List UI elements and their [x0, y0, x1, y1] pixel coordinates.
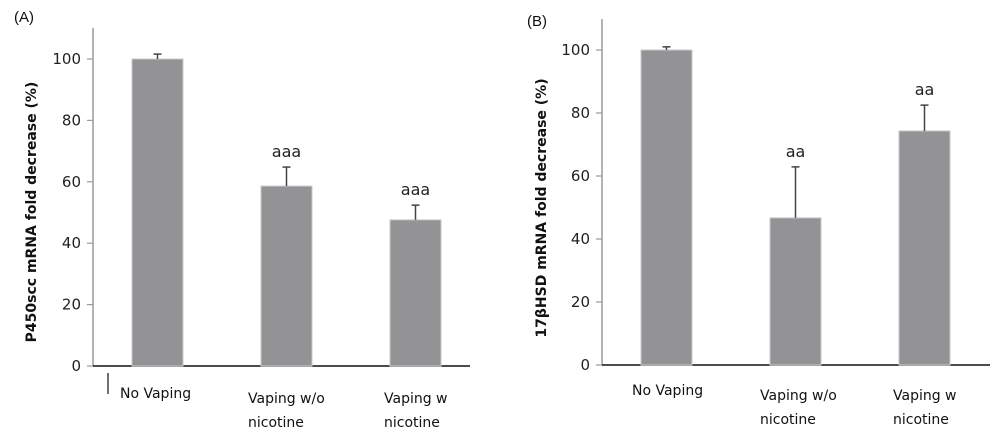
bar: [898, 130, 951, 366]
y-tick-label: 40: [571, 230, 590, 248]
significance-label: aaa: [272, 142, 301, 161]
y-tick-label: 100: [52, 50, 81, 68]
y-tick-label: 60: [571, 167, 590, 185]
bar: [131, 58, 184, 367]
x-tick-label-line: nicotine: [760, 412, 816, 428]
significance-label: aa: [915, 80, 935, 99]
x-tick-label: Vaping w/o nicotine: [760, 388, 837, 428]
y-tick-label: 20: [62, 296, 81, 314]
x-tick-label-line: nicotine: [893, 412, 949, 428]
y-tick-label: 40: [62, 234, 81, 252]
bar: [769, 217, 822, 366]
y-axis-title: 17βHSD mRNA fold decrease (%): [534, 78, 550, 337]
x-tick-label: No Vaping: [632, 383, 703, 399]
y-tick-label: 0: [580, 356, 590, 374]
x-tick-label-line: nicotine: [384, 415, 440, 431]
y-axis-title: P450scc mRNA fold decrease (%): [24, 82, 40, 343]
bar: [640, 49, 693, 366]
y-tick-label: 20: [571, 293, 590, 311]
significance-label: aaa: [401, 180, 430, 199]
panel-label: (A): [14, 9, 34, 26]
chart-panel-b: (B) 0 20 40 60 80 100 17βHSD mRNA fold decrease…: [527, 13, 990, 428]
y-tick-label: 80: [571, 104, 590, 122]
x-tick-label: Vaping w nicotine: [384, 391, 448, 431]
y-tick-label: 0: [71, 357, 81, 375]
y-tick-label: 100: [561, 41, 590, 59]
x-tick-label: No Vaping: [120, 386, 191, 402]
y-tick-label: 80: [62, 111, 81, 129]
chart-panel-a: (A) 0 20 40 60 80 100 P450scc mRNA fold decreas…: [14, 9, 470, 431]
x-tick-label-line: No Vaping: [120, 386, 191, 402]
bar: [260, 185, 313, 367]
x-tick-label-line: Vaping w: [384, 391, 448, 407]
x-tick-label: Vaping w/o nicotine: [248, 391, 325, 431]
y-tick-label: 60: [62, 173, 81, 191]
x-tick-label-line: Vaping w: [893, 388, 957, 404]
x-tick-label-line: Vaping w/o: [248, 391, 325, 407]
x-tick-label-line: Vaping w/o: [760, 388, 837, 404]
significance-label: aa: [786, 142, 806, 161]
bar: [389, 219, 442, 367]
panel-label: (B): [527, 13, 547, 30]
x-tick-label-line: No Vaping: [632, 383, 703, 399]
x-tick-label: Vaping w nicotine: [893, 388, 957, 428]
x-tick-label-line: nicotine: [248, 415, 304, 431]
